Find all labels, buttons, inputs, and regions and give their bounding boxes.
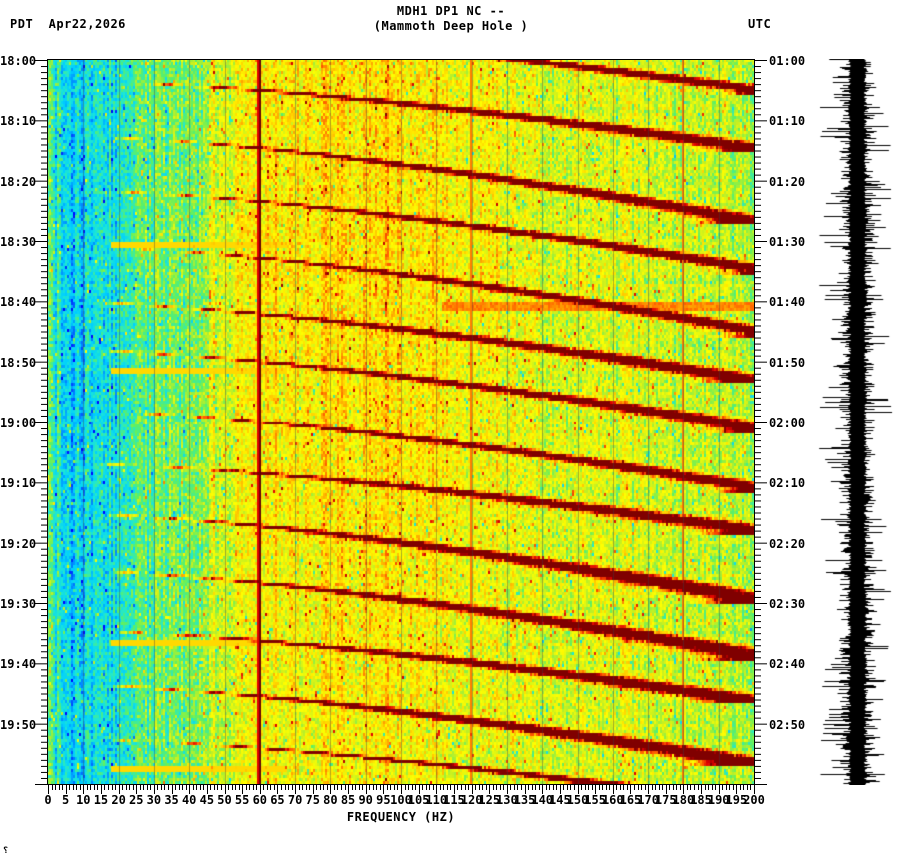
left-time-tick-1950: 19:50 [0,717,37,732]
spectrogram-plot[interactable] [47,59,755,785]
frequency-tick-200: 200 [743,793,765,807]
frequency-tick-85: 85 [340,793,356,807]
frequency-tick-40: 40 [181,793,197,807]
frequency-tick-110: 110 [425,793,448,807]
corner-glyph: ⸮ [3,846,9,856]
right-time-tick-0150: 01:50 [769,355,806,370]
right-time-tick-0240: 02:40 [769,657,806,672]
left-time-tick-1930: 19:30 [0,597,37,611]
left-time-tick-1800: 18:00 [0,54,37,68]
frequency-tick-30: 30 [146,793,162,807]
right-time-tick-0140: 01:40 [769,295,806,310]
frequency-tick-55: 55 [234,793,250,807]
frequency-tick-165: 165 [619,793,642,807]
right-time-tick-0210: 02:10 [769,476,806,491]
frequency-tick-50: 50 [217,793,232,807]
frequency-tick-10: 10 [76,793,91,807]
frequency-tick-105: 105 [407,793,430,807]
frequency-tick-75: 75 [305,793,320,807]
frequency-tick-60: 60 [252,793,268,807]
frequency-tick-25: 25 [129,793,144,807]
left-time-tick-1830: 18:30 [0,235,37,249]
frequency-tick-80: 80 [323,793,338,807]
frequency-tick-125: 125 [478,793,501,807]
left-time-tick-1850: 18:50 [0,355,37,370]
frequency-tick-155: 155 [584,793,606,807]
frequency-tick-120: 120 [460,793,483,807]
frequency-tick-90: 90 [358,793,373,807]
page-title: MDH1 DP1 NC -- [396,4,506,18]
frequency-tick-70: 70 [287,793,303,807]
waveform-canvas[interactable] [818,59,898,785]
frequency-tick-0: 0 [44,793,52,807]
header-timezone-pdt: PDT [10,17,34,31]
right-time-tick-0120: 01:20 [769,174,806,189]
frequency-tick-175: 175 [654,793,677,807]
left-time-tick-1840: 18:40 [0,295,37,310]
frequency-tick-170: 170 [637,793,659,807]
frequency-tick-5: 5 [62,793,70,807]
frequency-tick-45: 45 [199,793,215,807]
frequency-tick-100: 100 [390,793,412,807]
frequency-tick-140: 140 [531,793,554,807]
right-time-tick-0100: 01:00 [769,54,806,68]
frequency-tick-180: 180 [672,793,695,807]
frequency-tick-20: 20 [111,793,126,807]
frequency-axis-title: FREQUENCY (HZ) [346,810,456,824]
left-time-tick-1910: 19:10 [0,476,37,491]
frequency-tick-15: 15 [93,793,109,807]
right-time-tick-0230: 02:30 [769,597,806,611]
left-time-tick-1900: 19:00 [0,416,37,430]
right-time-tick-0220: 02:20 [769,536,806,551]
frequency-tick-190: 190 [707,793,730,807]
frequency-tick-145: 145 [549,793,571,807]
page-title-block: MDH1 DP1 NC -- (Mammoth Deep Hole ) [0,4,902,33]
left-time-tick-1820: 18:20 [0,174,37,189]
left-time-tick-1810: 18:10 [0,114,37,129]
left-time-tick-1920: 19:20 [0,536,37,551]
frequency-tick-130: 130 [496,793,518,807]
header-timezone-utc: UTC [748,17,772,31]
frequency-tick-160: 160 [601,793,624,807]
frequency-tick-95: 95 [376,793,391,807]
waveform-panel[interactable] [818,59,898,785]
frequency-tick-150: 150 [566,793,589,807]
frequency-tick-65: 65 [270,793,285,807]
right-time-tick-0200: 02:00 [769,416,806,430]
page-subtitle: (Mammoth Deep Hole ) [373,19,529,33]
frequency-tick-185: 185 [690,793,712,807]
right-time-tick-0250: 02:50 [769,717,806,732]
right-time-tick-0110: 01:10 [769,114,806,129]
frequency-tick-135: 135 [513,793,536,807]
right-time-tick-0130: 01:30 [769,235,806,249]
header-left-timezone-date: PDT Apr22,2026 [10,17,126,31]
frequency-tick-115: 115 [443,793,465,807]
header-date: Apr22,2026 [48,17,126,31]
left-time-tick-1940: 19:40 [0,657,37,672]
frequency-tick-35: 35 [164,793,179,807]
frequency-tick-195: 195 [725,793,748,807]
spectrogram-canvas[interactable] [48,60,754,784]
